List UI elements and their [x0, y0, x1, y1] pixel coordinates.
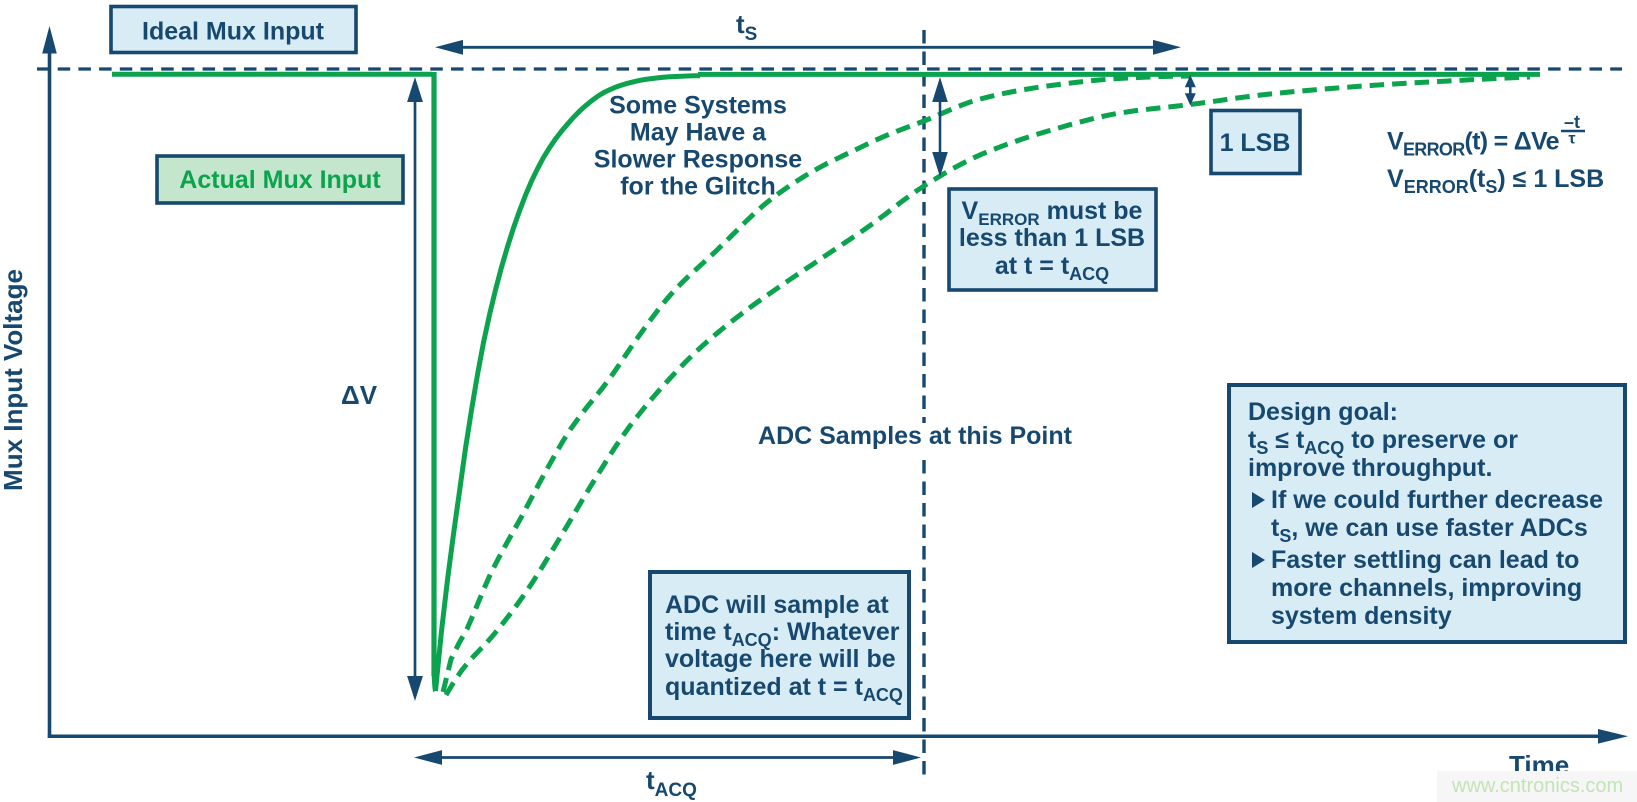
svg-text:1 LSB: 1 LSB	[1220, 129, 1291, 157]
svg-text:voltage here will be: voltage here will be	[665, 645, 896, 673]
svg-text:Actual Mux Input: Actual Mux Input	[179, 166, 381, 194]
svg-text:ADC will sample at: ADC will sample at	[665, 591, 889, 619]
svg-text:at t = tACQ: at t = tACQ	[995, 252, 1109, 284]
svg-text:Mux Input Voltage: Mux Input Voltage	[0, 269, 28, 491]
svg-text:less than 1 LSB: less than 1 LSB	[959, 224, 1145, 252]
svg-text:www.cntronics.com: www.cntronics.com	[1451, 775, 1623, 797]
svg-text:for the Glitch: for the Glitch	[620, 173, 776, 201]
svg-text:May Have a: May Have a	[630, 119, 767, 147]
svg-text:Some Systems: Some Systems	[609, 92, 787, 120]
svg-text:–t: –t	[1564, 112, 1580, 132]
svg-text:ADC Samples at this Point: ADC Samples at this Point	[758, 422, 1073, 450]
svg-text:τ: τ	[1568, 131, 1575, 148]
svg-text:Faster settling can lead to: Faster settling can lead to	[1271, 546, 1579, 574]
svg-text:VERROR must be: VERROR must be	[962, 197, 1143, 229]
svg-text:more channels, improving: more channels, improving	[1271, 574, 1582, 602]
svg-text:Ideal Mux Input: Ideal Mux Input	[142, 18, 325, 46]
svg-text:ΔV: ΔV	[341, 380, 378, 410]
svg-text:improve throughput.: improve throughput.	[1248, 454, 1492, 482]
svg-text:If we could further decrease: If we could further decrease	[1271, 486, 1603, 514]
svg-text:Slower Response: Slower Response	[594, 146, 802, 174]
svg-text:tS ≤ tACQ to preserve or: tS ≤ tACQ to preserve or	[1248, 426, 1518, 458]
svg-text:time tACQ: Whatever: time tACQ: Whatever	[665, 618, 900, 650]
svg-text:tS, we can use faster ADCs: tS, we can use faster ADCs	[1271, 514, 1588, 546]
svg-text:system density: system density	[1271, 602, 1452, 630]
svg-text:Design goal:: Design goal:	[1248, 398, 1398, 426]
